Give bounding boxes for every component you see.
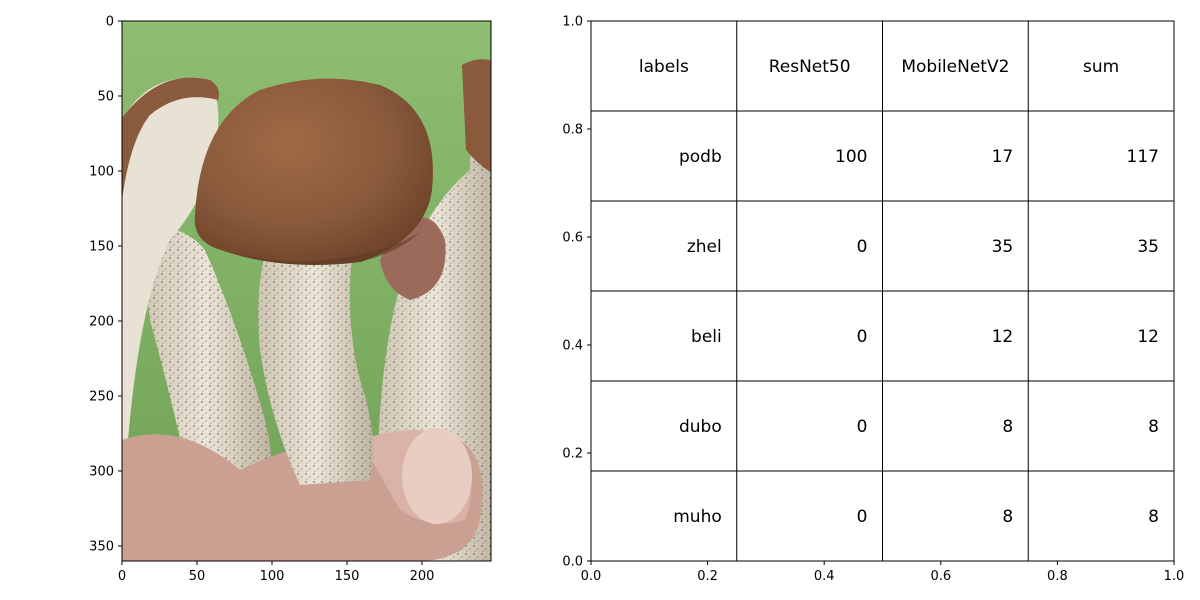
right-y-axis: 0.0 0.2 0.4 0.6 0.8 1.0 [562,15,591,570]
right-x-tick-label: 0.0 [581,569,602,584]
right-y-tick-label: 1.0 [562,15,583,30]
table-cell: 8 [1148,417,1159,437]
table-cell: 8 [1148,507,1159,527]
table-cell: 117 [1127,147,1159,167]
table-header-cell: sum [1083,57,1119,77]
left-y-tick-label: 150 [89,240,114,255]
right-y-tick-label: 0.6 [562,231,583,246]
table-cell: 12 [1137,327,1159,347]
table-cell: 100 [835,147,867,167]
left-y-tick-label: 250 [89,390,114,405]
table-cell: 35 [1137,237,1159,257]
left-y-axis: 0 50 100 150 200 250 300 350 [89,15,122,555]
right-x-tick-label: 0.2 [697,569,718,584]
table-cell: 8 [1002,417,1013,437]
table-cell: 12 [992,327,1014,347]
right-x-tick-label: 0.8 [1047,569,1068,584]
left-y-tick-label: 0 [106,15,114,30]
left-x-tick-label: 150 [335,569,360,584]
right-x-tick-label: 0.4 [814,569,835,584]
left-x-tick-label: 50 [189,569,206,584]
score-table: labels ResNet50 MobileNetV2 sum podb 100 17 117… [591,21,1174,561]
left-x-axis: 0 50 100 150 200 [118,561,435,584]
table-cell: 0 [857,327,868,347]
right-x-tick-label: 1.0 [1164,569,1185,584]
table-header-cell: labels [639,57,689,77]
right-y-tick-label: 0.2 [562,447,583,462]
left-x-tick-label: 0 [118,569,126,584]
table-cell: 35 [992,237,1014,257]
mushroom-photo [122,21,491,561]
table-cell: zhel [687,237,722,257]
right-y-tick-label: 0.4 [562,339,583,354]
table-cell: 0 [857,417,868,437]
left-y-tick-label: 50 [97,90,114,105]
table-header-cell: MobileNetV2 [901,57,1009,77]
table-cell: muho [673,507,722,527]
table-cell: dubo [679,417,722,437]
right-y-tick-label: 0.0 [562,555,583,570]
table-cell: 17 [992,147,1014,167]
left-y-tick-label: 100 [89,165,114,180]
left-y-tick-label: 300 [89,465,114,480]
left-axes-frame [121,20,492,562]
right-y-tick-label: 0.8 [562,123,583,138]
right-x-tick-label: 0.6 [930,569,951,584]
left-x-tick-label: 200 [410,569,435,584]
left-y-tick-label: 200 [89,315,114,330]
left-y-tick-label: 350 [89,540,114,555]
table-cell: 0 [857,507,868,527]
right-x-axis: 0.0 0.2 0.4 0.6 0.8 1.0 [581,561,1185,584]
table-cell: beli [691,327,722,347]
table-cell: podb [679,147,722,167]
table-cell: 0 [857,237,868,257]
table-header-cell: ResNet50 [769,57,851,77]
left-x-tick-label: 100 [260,569,285,584]
table-cell: 8 [1002,507,1013,527]
